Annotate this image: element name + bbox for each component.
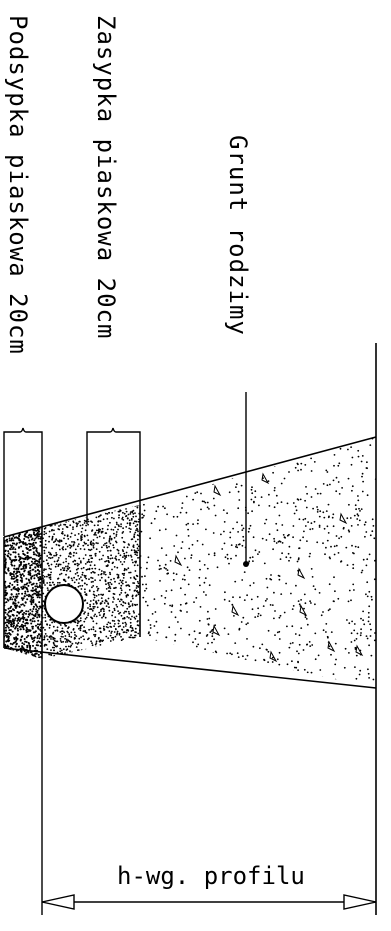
sand-backfill-fill [42, 505, 140, 659]
backfill-bracket [86, 427, 141, 524]
native-soil-label: Grunt rodzimy [224, 135, 252, 336]
sand-bedding-label: Podsypka piaskowa 20cm [4, 15, 32, 355]
native-soil-leader [243, 392, 249, 567]
pipe-circle [44, 584, 84, 624]
dimension-label: h-wg. profilu [117, 862, 305, 890]
bedding-bracket [3, 427, 43, 536]
native-soil-fill [140, 437, 376, 688]
trench-outline [3, 436, 377, 689]
sand-bedding-fill [4, 527, 42, 659]
sand-backfill-label: Zasypka piaskowa 20cm [92, 15, 120, 339]
dimension-line [41, 894, 377, 910]
